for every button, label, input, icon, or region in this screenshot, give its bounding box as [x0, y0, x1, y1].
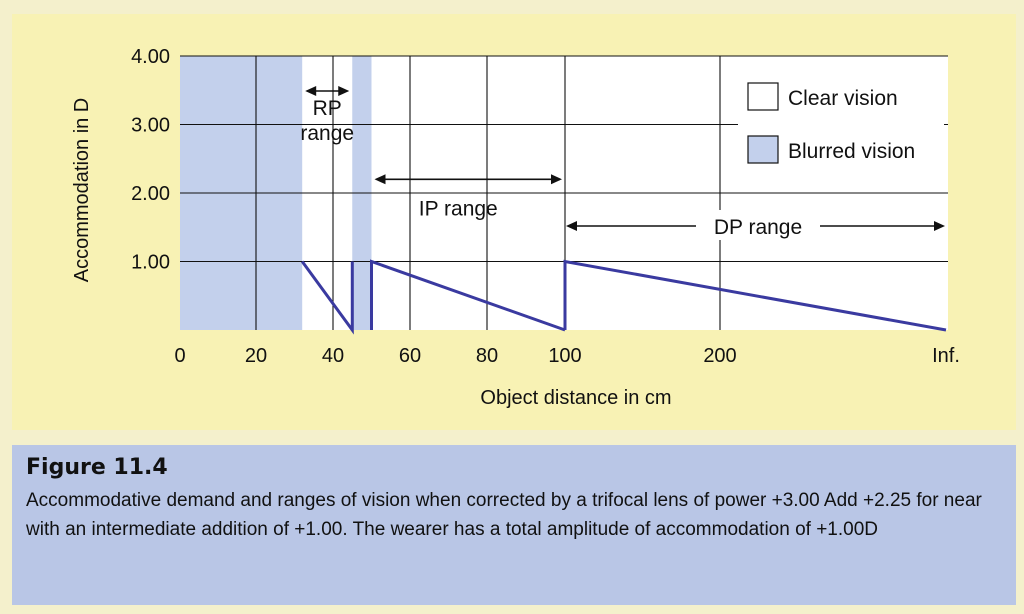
range-arrow-head-left — [374, 174, 386, 185]
demand-line-intermediate — [370, 259, 566, 332]
legend-label-clear: Clear vision — [788, 87, 898, 110]
range-arrow-head-right — [934, 221, 945, 231]
legend: Clear vision Blurred vision — [738, 72, 944, 176]
range-arrow-head-left — [566, 221, 577, 231]
legend-swatch-clear — [747, 82, 779, 111]
x-tick-label: 0 — [174, 345, 185, 367]
x-tick-label: Inf. — [932, 345, 960, 367]
dp-range-label: DP range — [714, 216, 802, 239]
range-arrow-head-left — [305, 86, 317, 96]
tick-labels: 0 20 40 60 80 100 200 Inf. 1.00 2.00 3.00 4.00 — [131, 46, 960, 367]
demand-line-distance — [563, 259, 947, 332]
x-tick-label: 100 — [548, 345, 581, 367]
figure-heading: Figure 11.4 — [26, 455, 168, 480]
x-tick-label: 200 — [703, 345, 736, 367]
x-tick-label: 40 — [322, 345, 344, 367]
dp-label-background — [700, 210, 816, 240]
ip-range-label: IP range — [419, 197, 498, 220]
figure-caption: Accommodative demand and ranges of visio… — [26, 490, 982, 540]
x-tick-label: 60 — [399, 345, 421, 367]
x-tick-label: 80 — [476, 345, 498, 367]
x-tick-label: 20 — [245, 345, 267, 367]
rp-range-label: RP — [313, 97, 342, 120]
range-arrow-head-right — [551, 174, 562, 185]
demand-line-near — [300, 260, 354, 335]
series — [300, 259, 947, 335]
x-axis-title: Object distance in cm — [480, 387, 671, 409]
legend-label-blurred: Blurred vision — [788, 140, 915, 163]
rp-range-label: range — [300, 122, 354, 145]
range-arrow-head-right — [338, 86, 350, 96]
y-tick-label: 1.00 — [131, 252, 170, 274]
y-tick-label: 4.00 — [131, 46, 170, 68]
figure-caption-box: Figure 11.4 Accommodative demand and ran… — [12, 445, 1016, 605]
y-axis-title: Accommodation in D — [71, 98, 93, 283]
y-tick-label: 3.00 — [131, 115, 170, 137]
legend-swatch-blurred — [747, 135, 779, 164]
y-tick-label: 2.00 — [131, 183, 170, 205]
